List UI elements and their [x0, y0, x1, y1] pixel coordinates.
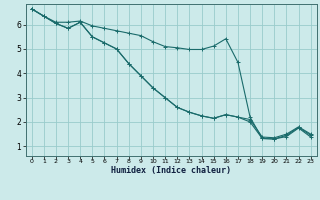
X-axis label: Humidex (Indice chaleur): Humidex (Indice chaleur)	[111, 166, 231, 175]
